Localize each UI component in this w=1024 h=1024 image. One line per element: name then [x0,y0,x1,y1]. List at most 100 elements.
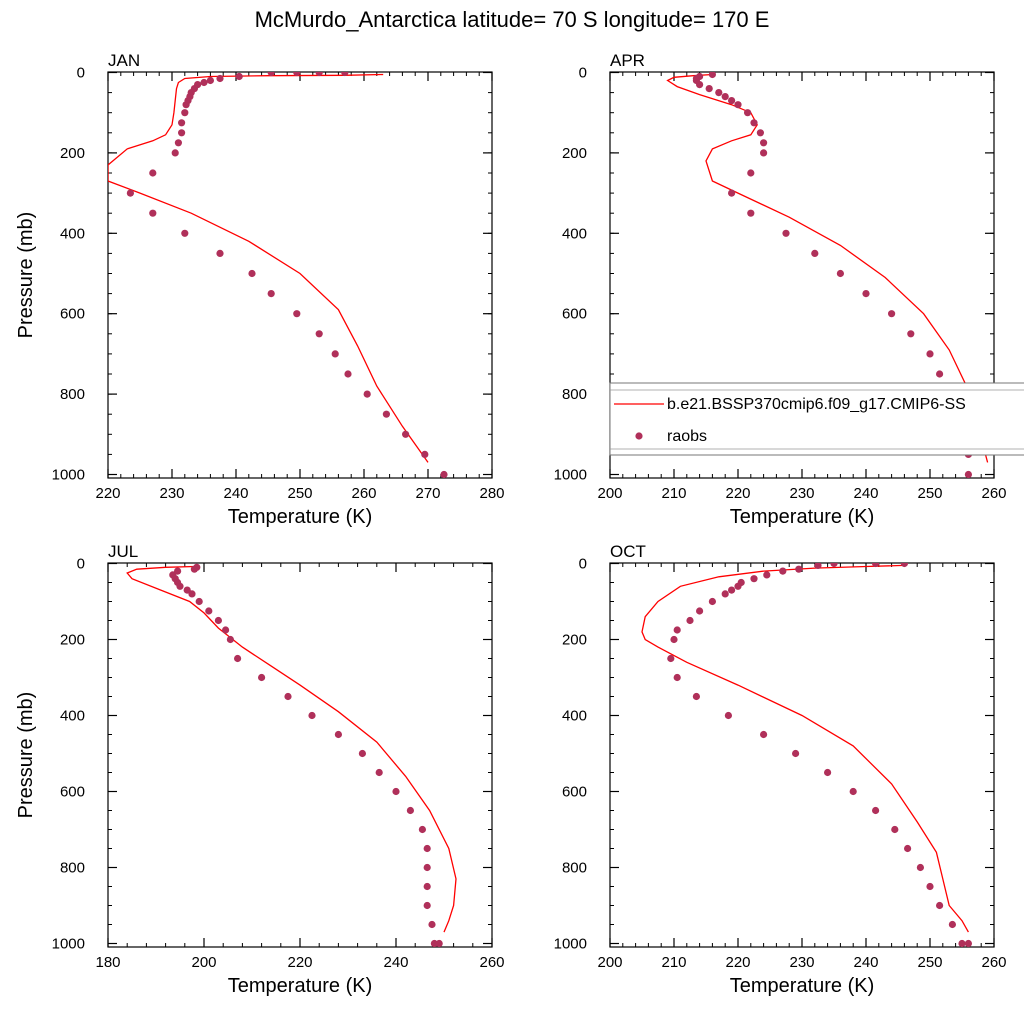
raobs-point [708,597,717,606]
raobs-point [363,390,371,398]
x-tick-label: 180 [95,954,120,971]
raobs-point [760,730,768,739]
raobs-point [836,269,845,278]
raobs-point [181,229,189,237]
panel-jan: JAN 220 230 240 250 260 270 280 0 200 400 600 800 100… [15,51,505,528]
raobs-point [708,72,716,79]
y-tick-label: 800 [562,860,587,877]
y-tick-label: 600 [562,784,587,801]
raobs-point [440,470,448,478]
raobs-point [248,269,256,278]
panel-label: OCT [610,542,646,561]
raobs-point [782,229,790,237]
raobs-point [293,72,301,77]
raobs-point [406,806,414,815]
model-profile-line [126,565,457,933]
raobs-point [206,76,214,85]
raobs-point [916,863,925,872]
raobs-point [734,582,742,590]
raobs-point [375,768,383,777]
y-tick-label: 600 [562,306,587,323]
x-tick-label: 260 [981,954,1006,971]
series-group [641,563,972,947]
raobs-point [756,129,765,137]
raobs-point [182,101,190,109]
raobs-point [667,654,675,663]
x-tick-label: 220 [725,954,750,971]
raobs-point [222,626,230,634]
raobs-point [344,370,352,378]
x-tick-label: 220 [95,485,120,502]
x-tick-label: 250 [917,485,942,502]
y-tick-label: 200 [562,145,587,162]
raobs-point [200,78,208,87]
raobs-point [382,410,390,418]
y-tick-label: 200 [60,145,85,162]
raobs-point [421,450,429,458]
x-tick-label: 280 [479,485,504,502]
raobs-point [686,616,694,625]
raobs-point [126,189,134,197]
x-tick-label: 250 [917,954,942,971]
raobs-point [183,586,191,594]
y-tick-label: 400 [60,708,85,725]
x-axis-title: Temperature (K) [228,975,373,997]
raobs-point [267,290,275,298]
raobs-point [174,139,182,147]
raobs-point [728,189,736,197]
y-tick-label: 1000 [554,467,587,484]
raobs-point [195,597,203,606]
raobs-point [715,89,723,97]
raobs-point [926,882,934,891]
raobs-point [181,109,189,117]
y-tick-label: 400 [562,225,587,242]
raobs-point [334,730,342,739]
panels: JAN 220 230 240 250 260 270 280 0 200 400 600 800 100… [15,51,1024,997]
raobs-point [214,616,222,625]
raobs-point [331,350,339,358]
raobs-point [936,370,944,378]
raobs-point [721,590,729,598]
raobs-point [423,844,431,853]
x-tick-label: 240 [853,485,878,502]
x-tick-label: 260 [351,485,376,502]
x-tick-label: 260 [479,954,504,971]
raobs-point [747,209,755,217]
raobs-point [904,844,912,853]
y-tick-label: 0 [579,556,587,573]
raobs-point [670,635,678,644]
raobs-point [779,567,787,575]
raobs-point [721,93,729,101]
raobs-point [888,310,896,318]
raobs-point [734,101,742,109]
raobs-point [430,939,438,947]
raobs-point [423,901,431,910]
raobs-point [900,563,908,568]
raobs-point [235,72,243,81]
figure-title: McMurdo_Antarctica latitude= 70 S longit… [255,7,770,32]
raobs-point [763,571,771,579]
raobs-point [205,607,213,615]
plot-frame [609,562,995,948]
raobs-point [907,330,915,338]
raobs-point [402,430,410,438]
series-group [666,72,989,478]
raobs-point [792,749,800,758]
raobs-point [392,787,400,796]
raobs-point [692,692,701,701]
y-tick-label: 0 [77,556,85,573]
y-tick-label: 800 [562,386,587,403]
raobs-point [696,607,704,615]
x-tick-label: 210 [661,485,686,502]
x-tick-label: 250 [287,485,312,502]
raobs-point [728,97,736,105]
raobs-point [284,692,292,701]
raobs-point [760,149,768,157]
raobs-point [747,169,755,177]
x-tick-label: 220 [287,954,312,971]
raobs-point [795,565,803,573]
y-tick-label: 800 [60,386,85,403]
x-tick-label: 230 [159,485,184,502]
raobs-point [258,673,266,682]
